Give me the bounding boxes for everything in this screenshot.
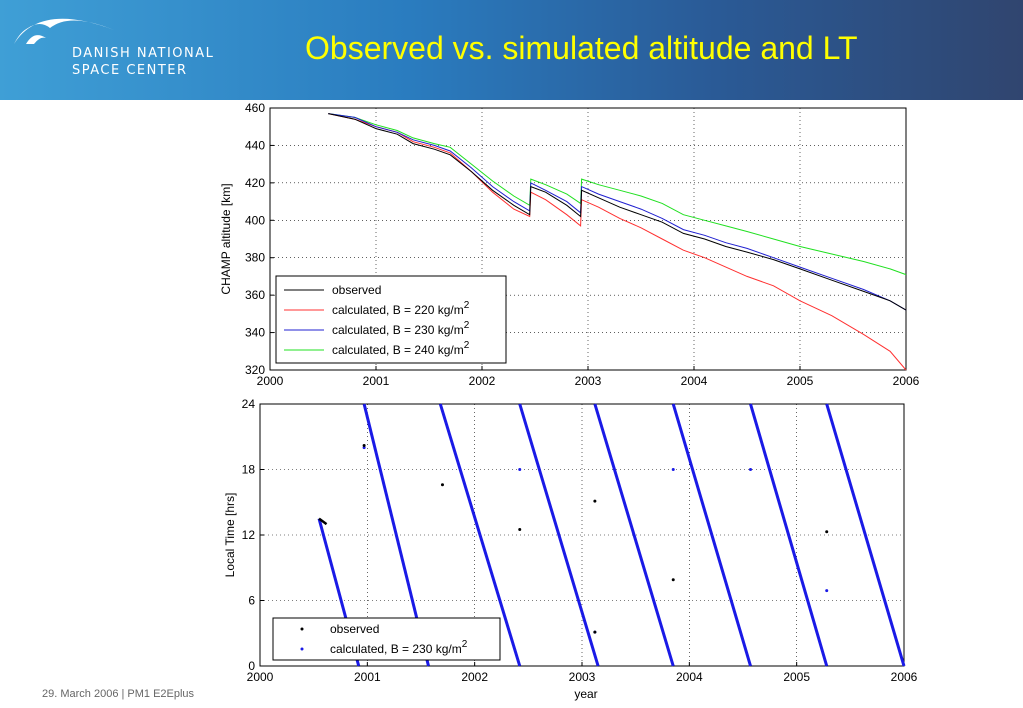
observed-lt-point: [671, 578, 675, 582]
legend: observed calculated, B = 220 kg/m2 calcula…: [275, 275, 507, 364]
local-time-chart: 2000 2001 2002 2003 2004 2005 2006 0 6 12 18 24 Lo…: [223, 397, 918, 701]
legend-label: calculated, B = 230 kg/m2: [330, 639, 468, 656]
observed-lt-point: [362, 443, 366, 447]
calculated-lt-point: [362, 446, 366, 450]
x-tick-label: 2000: [247, 670, 274, 684]
y-tick-label: 12: [242, 528, 256, 542]
footer-text: 29. March 2006 | PM1 E2Eplus: [42, 688, 195, 700]
x-tick-label: 2004: [681, 374, 708, 388]
legend-marker: [300, 647, 304, 651]
legend-marker: [300, 627, 304, 631]
y-tick-label: 340: [245, 326, 265, 340]
x-tick-label: 2002: [469, 374, 496, 388]
legend-label: observed: [330, 622, 379, 636]
y-tick-label: 360: [245, 288, 265, 302]
header-banner: DANISH NATIONAL SPACE CENTER Observed vs…: [0, 0, 1023, 100]
y-tick-label: 420: [245, 176, 265, 190]
x-tick-label: 2000: [257, 374, 284, 388]
y-tick-label: 320: [245, 363, 265, 377]
y-axis-label: CHAMP altitude [km]: [219, 183, 233, 294]
y-tick-label: 460: [245, 101, 265, 115]
dnsc-logo-icon: [14, 18, 114, 44]
observed-lt-point: [593, 630, 597, 634]
calculated-lt-segment: [593, 403, 675, 667]
org-name-line1: DANISH NATIONAL: [72, 46, 215, 61]
observed-lt-segment: [318, 517, 328, 526]
x-tick-label: 2005: [787, 374, 814, 388]
legend-label: calculated, B = 240 kg/m2: [332, 340, 470, 357]
y-tick-label: 18: [242, 463, 256, 477]
calculated-lt-segment: [671, 403, 752, 667]
legend-label: calculated, B = 220 kg/m2: [332, 300, 470, 317]
legend-label: observed: [332, 283, 381, 297]
observed-lt-point: [440, 483, 444, 487]
x-tick-label: 2004: [676, 670, 703, 684]
x-tick-label: 2001: [363, 374, 390, 388]
calculated-lt-point: [518, 468, 522, 471]
calculated-lt-segment: [438, 403, 522, 667]
y-tick-label: 400: [245, 213, 265, 227]
calculated-lt-point: [825, 589, 829, 593]
legend-label-superscript: 2: [464, 340, 470, 351]
calculated-lt-point: [671, 468, 675, 471]
y-tick-label: 380: [245, 251, 265, 265]
y-tick-label: 6: [248, 594, 255, 608]
observed-lt-point: [593, 499, 597, 503]
x-tick-label: 2003: [569, 670, 596, 684]
observed-lt-point: [825, 530, 829, 534]
legend-label-superscript: 2: [464, 300, 470, 311]
calculated-lt-segment: [825, 403, 906, 667]
y-axis-label: Local Time [hrs]: [223, 493, 237, 578]
series-line-0: [328, 113, 907, 311]
page-title: Observed vs. simulated altitude and LT: [305, 30, 858, 66]
legend-label: calculated, B = 230 kg/m2: [332, 320, 470, 337]
x-tick-label: 2006: [893, 374, 920, 388]
x-tick-label: 2005: [783, 670, 810, 684]
calculated-lt-segment: [749, 403, 829, 667]
altitude-chart: 2000 2001 2002 2003 2004 2005 2006 320 340 360 38…: [219, 101, 920, 388]
legend-label-superscript: 2: [464, 320, 470, 331]
y-tick-label: 24: [242, 397, 256, 411]
observed-lt-point: [518, 528, 522, 532]
x-tick-label: 2003: [575, 374, 602, 388]
x-tick-label: 2002: [461, 670, 488, 684]
legend-label-superscript: 2: [462, 639, 468, 650]
org-name-line2: SPACE CENTER: [72, 63, 188, 78]
legend: observed calculated, B = 230 kg/m2: [272, 617, 501, 661]
calculated-lt-segment: [518, 403, 600, 667]
x-axis-label: year: [574, 687, 597, 701]
calculated-lt-point: [749, 468, 753, 471]
x-tick-label: 2006: [891, 670, 918, 684]
y-tick-label: 0: [248, 659, 255, 673]
x-tick-label: 2001: [354, 670, 381, 684]
y-tick-label: 440: [245, 138, 265, 152]
